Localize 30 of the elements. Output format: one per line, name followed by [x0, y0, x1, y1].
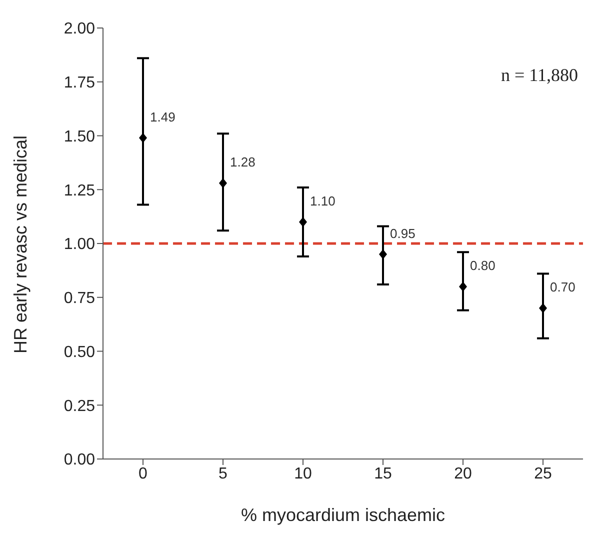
- y-tick-label: 0.00: [64, 452, 96, 469]
- data-label: 1.49: [150, 109, 176, 124]
- data-label: 0.95: [390, 226, 416, 241]
- point: [299, 216, 307, 227]
- data-label: 0.70: [550, 280, 576, 295]
- x-tick-label: 0: [138, 465, 148, 482]
- x-tick-label: 5: [218, 465, 228, 482]
- x-tick-label: 25: [534, 465, 552, 482]
- x-axis-title: % myocardium ischaemic: [240, 505, 446, 525]
- point: [539, 303, 547, 314]
- y-tick-label: 1.00: [64, 236, 96, 254]
- point: [379, 249, 387, 260]
- y-tick-label: 1.75: [64, 74, 96, 92]
- annotation: n = 11,880: [501, 65, 578, 86]
- point: [459, 282, 467, 292]
- point: [139, 132, 147, 143]
- y-tick-label: 1.50: [64, 128, 96, 146]
- y-tick-label: 0.50: [64, 344, 96, 361]
- point: [219, 178, 227, 188]
- data-label: 1.10: [310, 193, 336, 208]
- y-tick-label: 0.25: [64, 398, 96, 415]
- x-tick-label: 15: [374, 465, 392, 482]
- data-label: 1.28: [230, 154, 256, 170]
- y-axis-title: HR early revasc vs medical: [10, 135, 30, 354]
- x-tick-label: 20: [454, 465, 472, 482]
- y-tick-label: 1.25: [64, 182, 96, 200]
- y-tick-label: 2.00: [64, 20, 96, 38]
- y-tick-label: 0.75: [64, 290, 96, 308]
- x-tick-label: 10: [294, 465, 312, 482]
- data-label: 0.80: [470, 258, 496, 274]
